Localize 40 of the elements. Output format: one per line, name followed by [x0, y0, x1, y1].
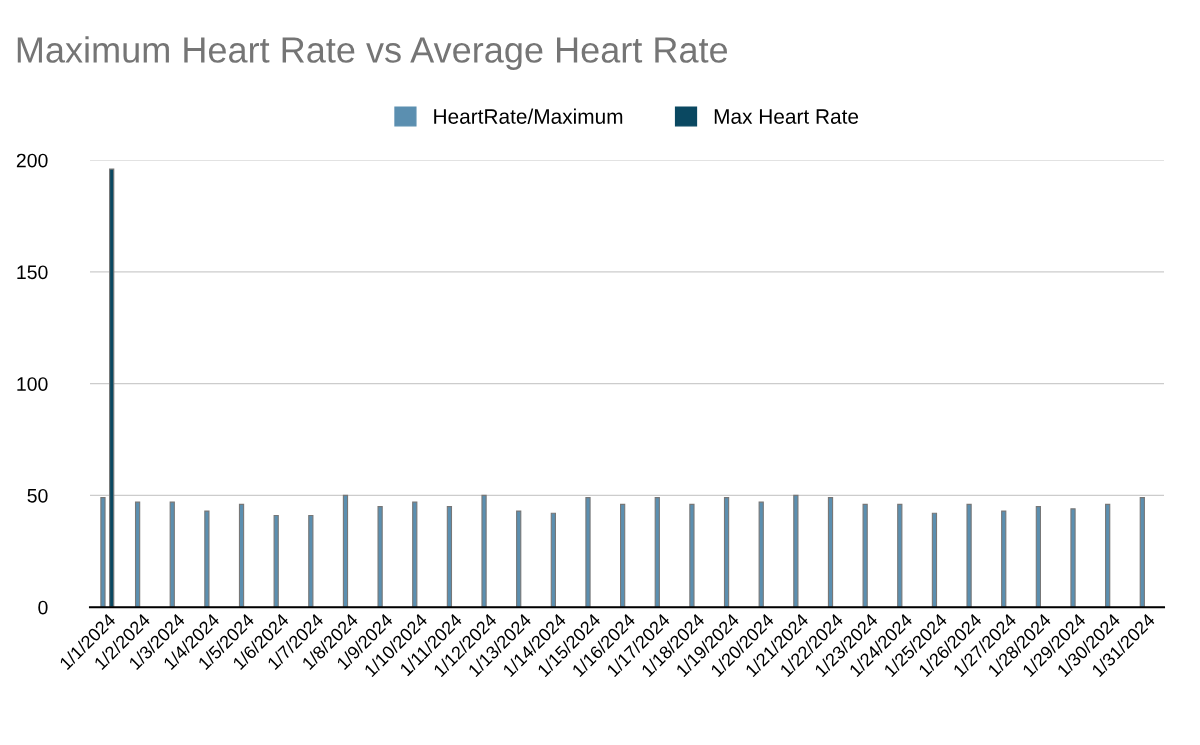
- bar: [1070, 508, 1076, 608]
- bar: [169, 501, 175, 608]
- bar: [758, 501, 764, 608]
- bar: [412, 501, 418, 608]
- y-tick-label: 0: [38, 600, 48, 615]
- bar: [1001, 510, 1007, 608]
- bar: [550, 512, 556, 608]
- bar: [273, 514, 279, 608]
- bar: [827, 497, 834, 608]
- chart-title: Maximum Heart Rate vs Average Heart Rate: [17, 36, 728, 70]
- bar: [238, 503, 245, 608]
- bar: [1035, 506, 1042, 608]
- bar: [516, 510, 522, 608]
- bar: [1105, 503, 1111, 608]
- bar: [966, 503, 972, 608]
- y-tick-label: 100: [17, 377, 48, 391]
- bar: [620, 503, 626, 608]
- bar: [862, 503, 868, 608]
- bar: [897, 503, 903, 608]
- y-tick-label: 150: [17, 265, 48, 280]
- bar: [109, 168, 115, 608]
- bar: [342, 494, 349, 608]
- legend-label: HeartRate/Maximum: [434, 108, 623, 124]
- bar: [723, 497, 730, 608]
- legend-label: Max Heart Rate: [714, 109, 859, 124]
- bar: [100, 497, 106, 608]
- bar: [377, 506, 383, 608]
- y-tick-label: 50: [27, 488, 48, 503]
- bar: [689, 503, 695, 608]
- bar: [654, 497, 660, 608]
- y-tick-label: 200: [16, 153, 48, 168]
- bar: [585, 497, 591, 608]
- bar: [931, 512, 938, 608]
- bar: [308, 514, 314, 608]
- bar: [134, 501, 141, 608]
- bar: [1139, 497, 1145, 608]
- bar: [446, 506, 453, 608]
- bar: [481, 494, 487, 608]
- bar: [204, 510, 210, 608]
- bar: [793, 494, 799, 608]
